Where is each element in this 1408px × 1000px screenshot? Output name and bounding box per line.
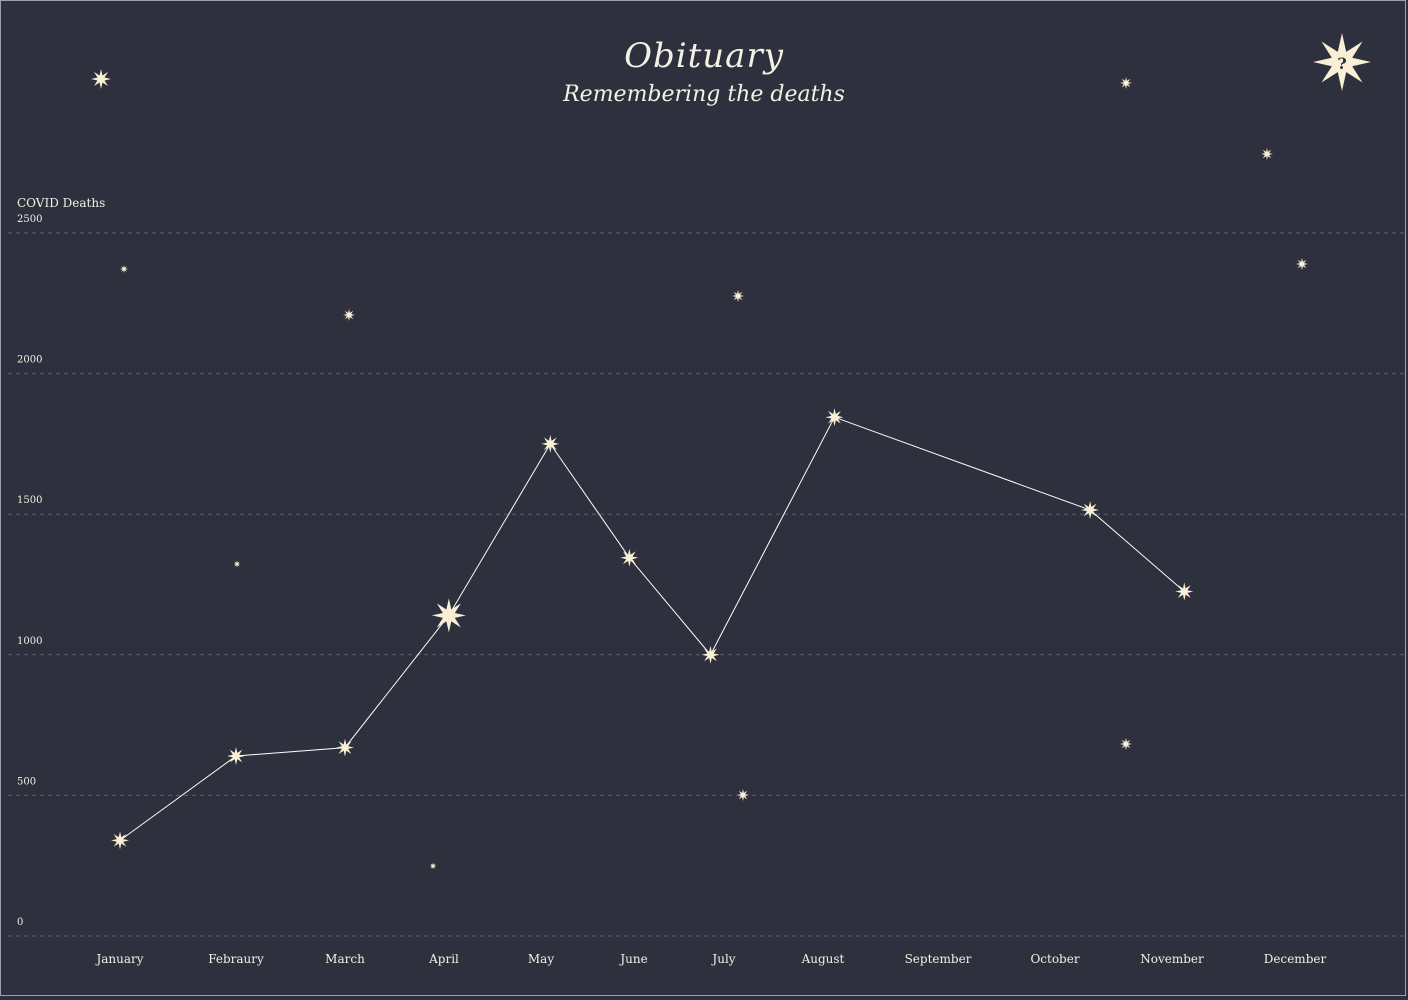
- star-icon: [1313, 33, 1371, 91]
- data-points: [111, 408, 1194, 850]
- x-tick-label: January: [94, 952, 143, 966]
- decorative-star-icon: [120, 265, 128, 273]
- y-tick-label: 500: [17, 776, 36, 787]
- series-line-layer: [119, 416, 1185, 841]
- help-star-shape: [1313, 33, 1371, 91]
- y-tick-label: 2000: [17, 355, 42, 366]
- x-tick-label: August: [801, 952, 845, 966]
- data-point-star: [701, 645, 720, 664]
- y-axis-label: COVID Deaths: [17, 196, 105, 210]
- y-tick-label: 0: [17, 917, 23, 928]
- chart-title: Obituary: [624, 36, 784, 76]
- data-point-star: [1081, 500, 1100, 519]
- x-tick-label: September: [905, 952, 972, 966]
- data-point-star: [431, 598, 466, 633]
- data-point-star: [620, 548, 639, 567]
- data-point-star: [336, 738, 354, 757]
- x-tick-label: Febraury: [208, 952, 264, 966]
- decorative-star-icon: [1120, 77, 1132, 89]
- y-tick-label: 2500: [17, 214, 42, 225]
- series-line: [119, 416, 1185, 841]
- y-tick-label: 1500: [17, 495, 42, 506]
- data-point-star: [227, 747, 245, 766]
- x-tick-label: April: [428, 952, 459, 966]
- grid-lines: [8, 232, 1406, 937]
- y-tick-label: 1000: [17, 636, 42, 647]
- decorative-star-icon: [1261, 148, 1273, 160]
- decorative-star-icon: [732, 290, 744, 302]
- decorative-star-icon: [343, 309, 355, 321]
- question-mark-icon: ?: [1337, 54, 1346, 73]
- decorative-star-icon: [1120, 738, 1132, 750]
- x-tick-label: October: [1030, 952, 1079, 966]
- decorative-star-icon: [91, 69, 111, 89]
- y-axis-ticks: 0 500 1000 1500 2000 2500: [17, 214, 42, 928]
- decorative-star-icon: [429, 862, 437, 870]
- decorative-star-icon: [233, 560, 241, 568]
- x-axis-ticks: January Febraury March April May June July Augu…: [94, 952, 1326, 966]
- decorative-star-icon: [1296, 258, 1308, 270]
- x-tick-label: May: [528, 952, 554, 966]
- x-tick-label: July: [710, 952, 735, 966]
- chart-subtitle: Remembering the deaths: [563, 82, 845, 107]
- data-point-star: [541, 434, 560, 453]
- x-tick-label: March: [325, 952, 365, 966]
- help-button[interactable]: ?: [1313, 33, 1371, 91]
- decorative-star-icon: [737, 789, 749, 801]
- x-tick-label: June: [618, 952, 647, 966]
- x-tick-label: November: [1140, 952, 1204, 966]
- data-point-star: [825, 408, 844, 427]
- decorative-stars: [91, 69, 1308, 870]
- data-point-star: [111, 831, 129, 850]
- x-tick-label: December: [1264, 952, 1327, 966]
- data-point-star: [1175, 582, 1194, 601]
